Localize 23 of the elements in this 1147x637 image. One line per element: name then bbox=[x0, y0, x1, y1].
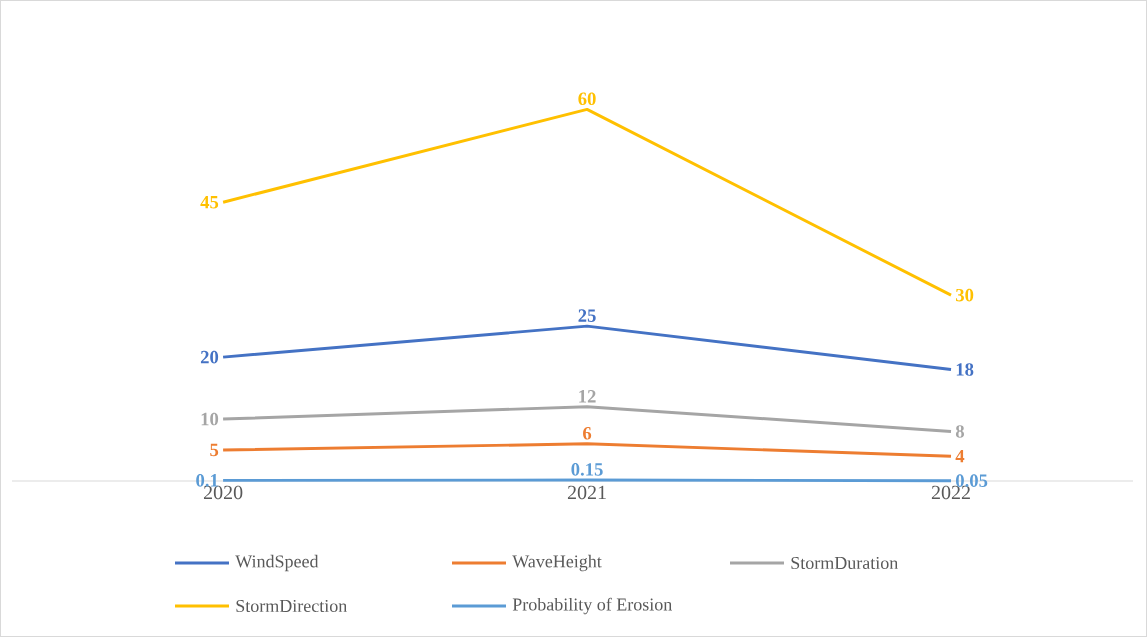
legend-label: Probability of Erosion bbox=[512, 597, 672, 615]
data-label: 25 bbox=[578, 309, 596, 322]
data-label: 5 bbox=[210, 443, 219, 457]
data-label: 4 bbox=[955, 450, 965, 463]
x-tick-label: 2020 bbox=[203, 485, 243, 500]
data-label: 6 bbox=[583, 427, 592, 440]
data-label: 60 bbox=[578, 92, 596, 106]
data-label: 0.05 bbox=[956, 474, 988, 488]
data-label: 8 bbox=[955, 425, 965, 438]
data-label: 18 bbox=[956, 363, 974, 376]
legend-label: StormDirection bbox=[236, 599, 347, 613]
x-tick-label: 2022 bbox=[931, 485, 970, 500]
legend-label: WindSpeed bbox=[235, 554, 319, 572]
data-label: 45 bbox=[200, 196, 219, 209]
data-label: 20 bbox=[200, 350, 219, 364]
data-label: 0.15 bbox=[571, 463, 603, 476]
legend-label: WaveHeight bbox=[512, 554, 602, 572]
data-label: 30 bbox=[956, 288, 974, 302]
data-label: 10 bbox=[201, 412, 219, 426]
legend-label: StormDuration bbox=[791, 556, 898, 570]
data-label: 12 bbox=[579, 390, 596, 403]
x-tick-label: 2021 bbox=[567, 485, 606, 500]
data-label: 0.1 bbox=[196, 474, 218, 487]
